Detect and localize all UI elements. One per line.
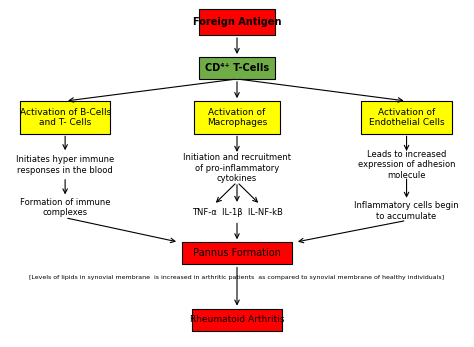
FancyBboxPatch shape	[199, 57, 275, 79]
Text: Activation of
Endothelial Cells: Activation of Endothelial Cells	[369, 108, 444, 127]
Text: Inflammatory cells begin
to accumulate: Inflammatory cells begin to accumulate	[354, 201, 459, 221]
Text: TNF-α  IL-1β  IL-NF-kB: TNF-α IL-1β IL-NF-kB	[191, 208, 283, 217]
FancyBboxPatch shape	[361, 101, 452, 134]
Text: Leads to increased
expression of adhesion
molecule: Leads to increased expression of adhesio…	[358, 150, 456, 180]
Text: Formation of immune
complexes: Formation of immune complexes	[20, 198, 110, 217]
Text: Initiates hyper immune
responses in the blood: Initiates hyper immune responses in the …	[16, 155, 114, 175]
Text: Pannus Formation: Pannus Formation	[193, 248, 281, 259]
Text: Foreign Antigen: Foreign Antigen	[193, 17, 281, 27]
FancyBboxPatch shape	[191, 309, 283, 331]
FancyBboxPatch shape	[194, 101, 280, 134]
Text: CD⁴⁺ T-Cells: CD⁴⁺ T-Cells	[205, 63, 269, 73]
FancyBboxPatch shape	[20, 101, 110, 134]
FancyBboxPatch shape	[182, 242, 292, 264]
Text: Rheumatoid Arthritis: Rheumatoid Arthritis	[190, 315, 284, 324]
Text: Activation of B-Cells
and T- Cells: Activation of B-Cells and T- Cells	[19, 108, 111, 127]
FancyBboxPatch shape	[199, 9, 275, 35]
Text: Activation of
Macrophages: Activation of Macrophages	[207, 108, 267, 127]
Text: Initiation and recruitment
of pro-inflammatory
cytokines: Initiation and recruitment of pro-inflam…	[183, 153, 291, 183]
Text: [Levels of lipids in synovial membrane  is increased in arthritic patients  as c: [Levels of lipids in synovial membrane i…	[29, 275, 445, 280]
